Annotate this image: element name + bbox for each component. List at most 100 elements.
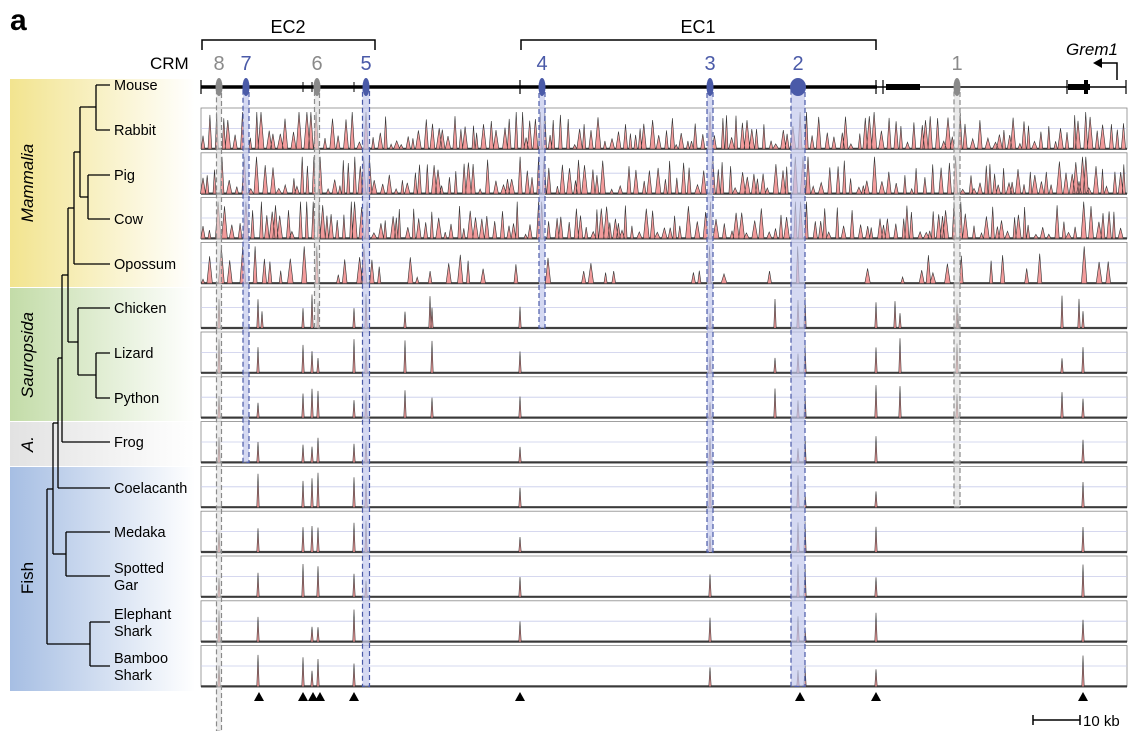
bracket-ec1-label: EC1 [680, 17, 715, 37]
conserved-element-marker [349, 692, 359, 701]
species-label: Python [114, 391, 159, 407]
species-label: Chicken [114, 301, 166, 317]
crm-7-column [242, 89, 250, 463]
group-backgrounds [10, 79, 195, 691]
crm-2-column [790, 89, 806, 688]
species-label: Opossum [114, 257, 176, 273]
species-label: Pig [114, 168, 135, 184]
crm-1-marker [953, 78, 961, 96]
gene-direction-arrowhead [1093, 58, 1102, 68]
species-label-line2: Shark [114, 624, 153, 640]
crm-6-marker [313, 78, 321, 96]
track-row [200, 645, 1128, 688]
species-label-line2: Shark [114, 668, 153, 684]
conserved-element-marker [871, 692, 881, 701]
group-label-sauropsida: Sauropsida [18, 312, 37, 398]
crm-7-label: 7 [240, 53, 251, 75]
crm-8-marker [215, 78, 223, 96]
conservation-profile [201, 563, 1127, 598]
crm-5-marker [362, 78, 370, 96]
gene-direction-arrow [1102, 62, 1118, 80]
conserved-element-marker [1078, 692, 1088, 701]
conservation-profile [201, 338, 1127, 374]
crm-8-label: 8 [213, 53, 224, 75]
crm-1-label: 1 [951, 53, 962, 75]
track-row [200, 286, 1128, 330]
crm-3-column [706, 89, 714, 553]
mammalia-band [10, 79, 195, 287]
gene-exon [886, 84, 920, 90]
conservation-profile [201, 654, 1127, 687]
crm-8-column [215, 89, 223, 731]
conservation-profile [201, 609, 1127, 642]
conservation-profile [201, 246, 1127, 284]
conserved-element-marker [254, 692, 264, 701]
bracket-ec2-label: EC2 [270, 17, 305, 37]
amphibia-band [10, 422, 195, 466]
conserved-element-marker [308, 692, 318, 701]
conserved-element-marker [315, 692, 325, 701]
crm-3-marker [706, 78, 714, 96]
crm-2-marker [790, 78, 806, 96]
conserved-element-marker [298, 692, 308, 701]
species-label: Lizard [114, 346, 154, 362]
crm-markers [215, 78, 961, 96]
species-label: Coelacanth [114, 481, 187, 497]
track-row [200, 376, 1128, 419]
track-row [200, 331, 1128, 374]
locus-track [200, 80, 1127, 94]
group-label-mammalia: Mammalia [18, 144, 37, 222]
species-labels: Mouse Rabbit Pig Cow Opossum Chicken Lizard Pyt… [114, 78, 187, 684]
gene-label-group: Grem1 [1066, 40, 1118, 80]
species-label-line2: Gar [114, 578, 138, 594]
phylogenetic-tree [46, 84, 110, 667]
fish-band [10, 467, 195, 691]
scale-bar: 10 kb [1032, 713, 1120, 730]
bracket-ec1: EC1 [520, 17, 877, 50]
conservation-profile [200, 156, 1127, 195]
crm-3-label: 3 [704, 53, 715, 75]
species-label: Elephant [114, 607, 171, 623]
conservation-profile [200, 201, 1127, 239]
species-label: Medaka [114, 525, 167, 541]
species-label: Bamboo [114, 651, 168, 667]
bracket-ec2: EC2 [201, 17, 376, 50]
track-row [200, 197, 1128, 240]
species-label: Rabbit [114, 123, 156, 139]
track-row [200, 152, 1128, 195]
crm-4-marker [538, 78, 546, 96]
crm-4-label: 4 [536, 53, 547, 75]
species-label: Frog [114, 435, 144, 451]
crm-4-column [538, 89, 546, 329]
conserved-element-marker [515, 692, 525, 701]
scale-bar-label: 10 kb [1083, 713, 1120, 730]
species-label: Mouse [114, 78, 158, 94]
crm-5-column [361, 89, 371, 688]
panel-label: a [10, 4, 27, 37]
track-row [200, 107, 1128, 150]
crm-7-marker [242, 78, 250, 96]
track-row [200, 510, 1128, 554]
sauropsida-band [10, 288, 195, 421]
species-label: Cow [114, 212, 144, 228]
group-label-fish: Fish [18, 562, 37, 594]
gene-exon [1084, 80, 1088, 94]
bottom-markers [254, 692, 1088, 701]
gene-label: Grem1 [1066, 40, 1118, 59]
crm-6-column [313, 89, 321, 329]
track-row [200, 555, 1128, 598]
crm-6-label: 6 [311, 53, 322, 75]
gene-exon [1068, 84, 1090, 90]
species-label: Spotted [114, 561, 164, 577]
track-row [200, 465, 1128, 509]
crm-label: CRM [150, 54, 189, 73]
conservation-profile [201, 472, 1127, 508]
group-label-amphibia: A. [18, 436, 37, 453]
crm-1-column [953, 89, 961, 508]
track-row [200, 600, 1128, 643]
crm-2-label: 2 [792, 53, 803, 75]
crm-5-label: 5 [360, 53, 371, 75]
conservation-tracks [200, 107, 1128, 688]
conservation-profile [201, 385, 1127, 418]
